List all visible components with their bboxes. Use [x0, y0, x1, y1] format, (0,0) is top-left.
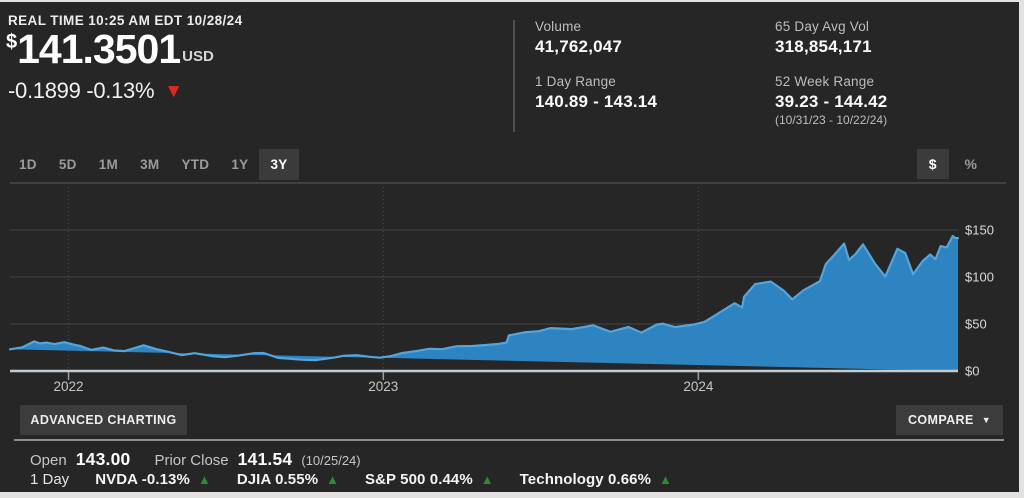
svg-text:$0: $0 [965, 364, 979, 379]
comparison-item-nvda[interactable]: NVDA -0.13% ▲ [95, 471, 211, 488]
price-change: -0.1899 -0.13% [8, 78, 155, 103]
advanced-charting-button[interactable]: ADVANCED CHARTING [20, 405, 187, 435]
ticker-change: S&P 500 0.44% [365, 471, 473, 488]
week-range-dates: (10/31/23 - 10/22/24) [775, 113, 888, 127]
unit-toggle: $ % [916, 149, 989, 179]
svg-text:$150: $150 [965, 223, 994, 238]
index-comparison-row: 1 Day NVDA -0.13% ▲ DJIA 0.55% ▲ S&P 500… [30, 471, 672, 488]
tab-1d[interactable]: 1D [19, 156, 37, 172]
up-triangle-icon: ▲ [659, 472, 672, 487]
tab-5d[interactable]: 5D [58, 156, 77, 172]
week-range-label: 52 Week Range [775, 74, 875, 89]
up-triangle-icon: ▲ [480, 472, 494, 487]
day-range-value: 140.89 - 143.14 [535, 92, 658, 111]
vertical-divider [513, 20, 515, 132]
volume-label: Volume [535, 19, 582, 34]
prior-close-value: 141.54 [237, 449, 293, 469]
range-tabs: 1D 5D 1M 3M YTD 1Y 3Y $ % [0, 148, 1019, 180]
comparison-period-label: 1 Day [30, 471, 70, 488]
week-range-value: 39.23 - 144.42 [775, 92, 888, 111]
tab-3m[interactable]: 3M [140, 156, 160, 172]
avg-vol-label: 65 Day Avg Vol [775, 19, 870, 34]
chevron-down-icon: ▼ [981, 415, 992, 425]
avg-vol-value: 318,854,171 [775, 37, 872, 56]
stats-column-right: 65 Day Avg Vol 318,854,171 52 Week Range… [775, 19, 887, 127]
svg-text:$100: $100 [965, 270, 994, 285]
currency-code: USD [182, 48, 214, 66]
compare-button-label: COMPARE [907, 413, 974, 427]
svg-text:2023: 2023 [368, 379, 398, 394]
price-chart[interactable]: 2022 2023 2024 $0 $50 $100 $150 [0, 2, 1019, 492]
compare-button[interactable]: COMPARE ▼ [896, 405, 1003, 435]
svg-text:2022: 2022 [54, 379, 84, 394]
tab-1y[interactable]: 1Y [231, 156, 249, 172]
horizontal-divider [14, 439, 1004, 441]
percent-toggle-button[interactable]: % [964, 156, 977, 172]
open-label: Open [30, 452, 67, 469]
ticker-change: DJIA 0.55% [236, 471, 319, 488]
up-triangle-icon: ▲ [326, 472, 340, 487]
tab-1m[interactable]: 1M [98, 156, 119, 172]
tab-3y[interactable]: 3Y [259, 148, 299, 180]
prior-close-date: (10/25/24) [301, 453, 361, 468]
open-prior-close-row: Open 143.00 Prior Close 141.54 (10/25/24… [30, 449, 361, 470]
price-value: 141.3501 [17, 26, 181, 72]
comparison-item-technology[interactable]: Technology 0.66% ▲ [520, 471, 672, 488]
svg-text:$50: $50 [965, 317, 987, 332]
stats-column-left: Volume 41,762,047 1 Day Range 140.89 - 1… [535, 19, 657, 113]
price-change-line: -0.1899 -0.13% ▼ [8, 78, 183, 104]
open-value: 143.00 [75, 449, 131, 469]
comparison-item-sp500[interactable]: S&P 500 0.44% ▲ [365, 471, 494, 488]
ticker-change: NVDA -0.13% [95, 471, 190, 488]
prior-close-label: Prior Close [154, 452, 229, 469]
realtime-timestamp: REAL TIME 10:25 AM EDT 10/28/24 [8, 13, 243, 28]
tab-ytd[interactable]: YTD [181, 156, 210, 172]
up-triangle-icon: ▲ [197, 472, 211, 487]
svg-text:2024: 2024 [683, 379, 714, 394]
comparison-item-djia[interactable]: DJIA 0.55% ▲ [237, 471, 339, 488]
currency-symbol: $ [6, 31, 18, 53]
volume-value: 41,762,047 [535, 37, 623, 56]
quote-chart-widget: 2022 2023 2024 $0 $50 $100 $150 REAL TIME 10:2… [0, 2, 1019, 492]
day-range-label: 1 Day Range [535, 74, 616, 89]
ticker-change: Technology 0.66% [519, 471, 652, 488]
down-triangle-icon: ▼ [164, 80, 183, 102]
dollar-toggle-button[interactable]: $ [916, 149, 949, 179]
price-line: $ 141.3501 USD [6, 26, 214, 72]
